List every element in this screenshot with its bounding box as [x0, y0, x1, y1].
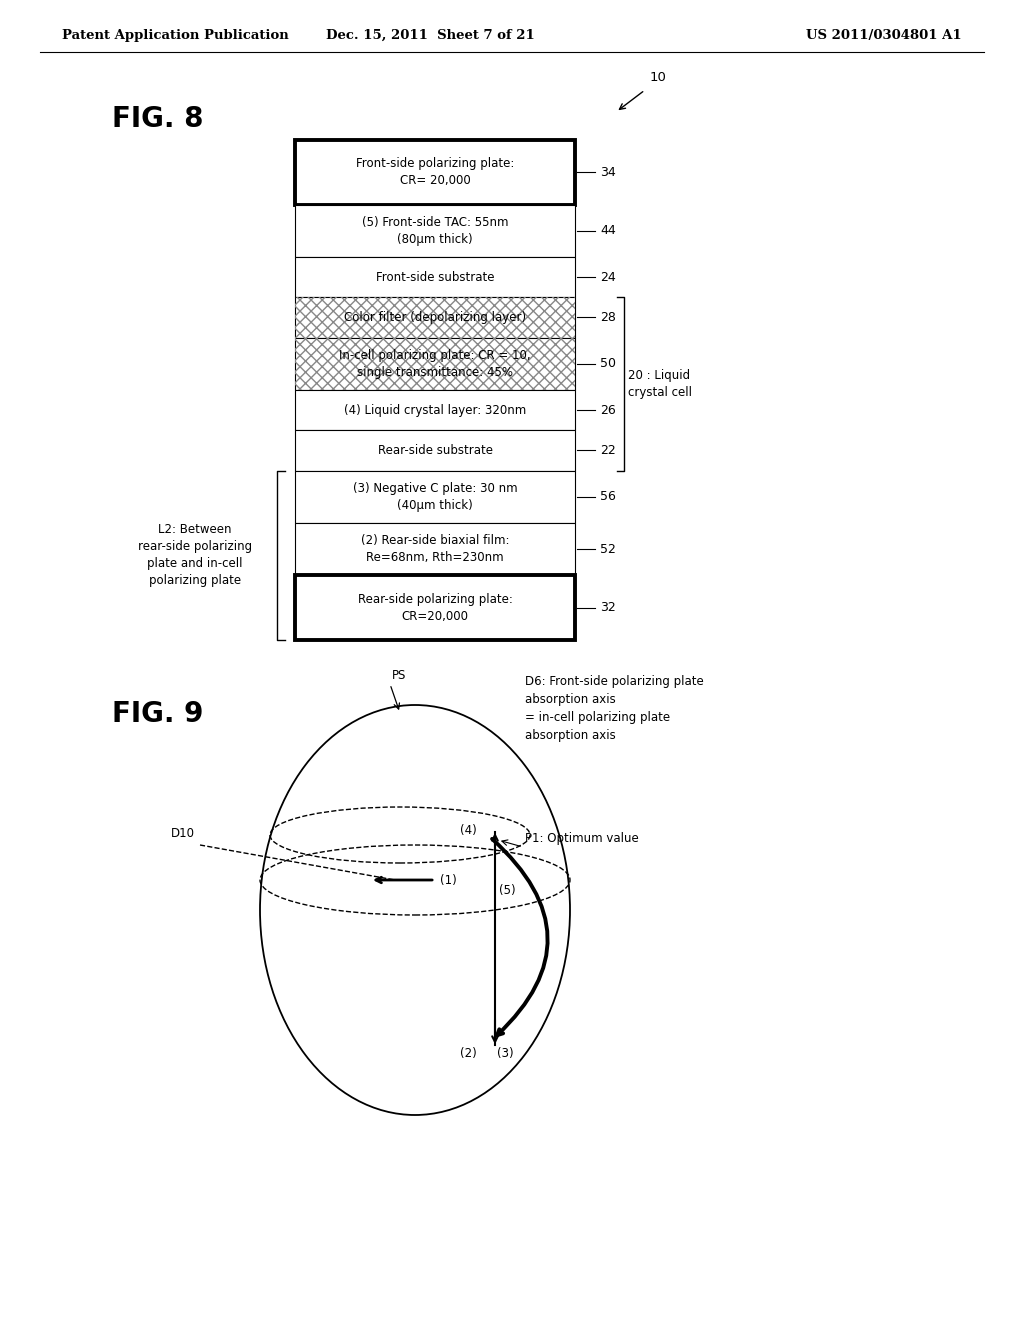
Text: 56: 56 [600, 490, 615, 503]
Bar [295, 205, 575, 257]
Text: 22: 22 [600, 444, 615, 457]
Text: FIG. 9: FIG. 9 [112, 700, 204, 729]
Text: (5): (5) [499, 883, 516, 896]
Text: FIG. 8: FIG. 8 [112, 106, 204, 133]
Text: PS: PS [392, 669, 407, 682]
Text: 20 : Liquid
crystal cell: 20 : Liquid crystal cell [628, 370, 692, 399]
Text: 52: 52 [600, 543, 615, 556]
Text: (2) Rear-side biaxial film:
Re=68nm, Rth=230nm: (2) Rear-side biaxial film: Re=68nm, Rth… [360, 535, 509, 564]
Text: (3) Negative C plate: 30 nm
(40μm thick): (3) Negative C plate: 30 nm (40μm thick) [352, 482, 517, 512]
Bar [295, 523, 575, 576]
Text: 34: 34 [600, 166, 615, 178]
Text: Rear-side polarizing plate:
CR=20,000: Rear-side polarizing plate: CR=20,000 [357, 593, 512, 623]
Text: (4): (4) [460, 824, 477, 837]
Bar [295, 297, 575, 338]
Text: Dec. 15, 2011  Sheet 7 of 21: Dec. 15, 2011 Sheet 7 of 21 [326, 29, 535, 41]
Text: 10: 10 [650, 71, 667, 84]
Text: 26: 26 [600, 404, 615, 417]
Text: 44: 44 [600, 224, 615, 238]
Text: Color filter (depolarizing layer): Color filter (depolarizing layer) [344, 312, 526, 323]
Bar [295, 338, 575, 389]
Bar [295, 140, 575, 205]
Text: Rear-side substrate: Rear-side substrate [378, 444, 493, 457]
Ellipse shape [260, 705, 570, 1115]
Text: (2): (2) [460, 1047, 477, 1060]
Bar [295, 257, 575, 297]
Bar [295, 471, 575, 523]
Text: Front-side polarizing plate:
CR= 20,000: Front-side polarizing plate: CR= 20,000 [355, 157, 514, 187]
Bar [295, 576, 575, 640]
Text: P1: Optimum value: P1: Optimum value [525, 832, 639, 845]
Text: 32: 32 [600, 601, 615, 614]
Text: D6: Front-side polarizing plate
absorption axis
= in-cell polarizing plate
absor: D6: Front-side polarizing plate absorpti… [525, 675, 703, 742]
Text: 28: 28 [600, 312, 615, 323]
Text: In-cell polarizing plate: CR = 10,
single transmittance: 45%: In-cell polarizing plate: CR = 10, singl… [339, 348, 530, 379]
Text: (3): (3) [497, 1047, 514, 1060]
Text: (4) Liquid crystal layer: 320nm: (4) Liquid crystal layer: 320nm [344, 404, 526, 417]
Text: (5) Front-side TAC: 55nm
(80μm thick): (5) Front-side TAC: 55nm (80μm thick) [361, 215, 508, 246]
Bar [295, 338, 575, 389]
Text: D10: D10 [171, 828, 195, 840]
Bar [295, 430, 575, 471]
Text: 24: 24 [600, 271, 615, 284]
Bar [295, 389, 575, 430]
Text: (1): (1) [440, 874, 457, 887]
Text: Front-side substrate: Front-side substrate [376, 271, 495, 284]
Bar [295, 297, 575, 338]
Text: L2: Between
rear-side polarizing
plate and in-cell
polarizing plate: L2: Between rear-side polarizing plate a… [138, 523, 252, 587]
Text: 50: 50 [600, 358, 616, 371]
Text: US 2011/0304801 A1: US 2011/0304801 A1 [806, 29, 962, 41]
Text: Patent Application Publication: Patent Application Publication [62, 29, 289, 41]
